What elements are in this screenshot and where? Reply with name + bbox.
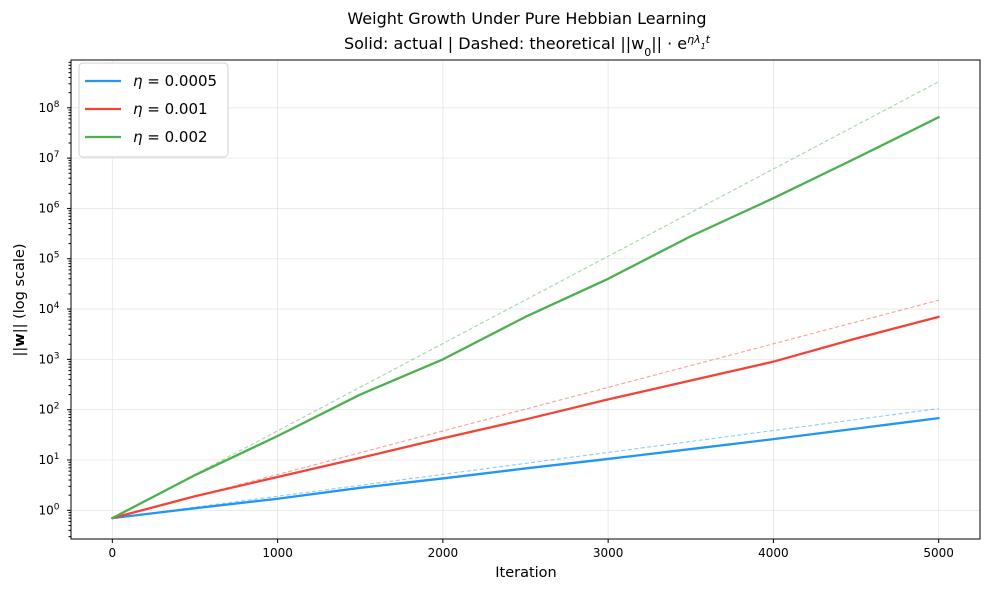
y-axis-label: ||w|| (log scale) [12, 244, 28, 357]
x-tick-label: 1000 [262, 546, 293, 560]
theoretical-line-series-1 [112, 408, 939, 519]
series-group [111, 81, 940, 520]
chart-subtitle: Solid: actual | Dashed: theoretical ||w0… [344, 33, 711, 59]
plot-area-frame [70, 59, 981, 540]
x-tick-label: 4000 [758, 546, 789, 560]
actual-line-series-1 [111, 416, 940, 520]
x-tick-label: 2000 [428, 546, 459, 560]
subtitle-mid: || · e [651, 34, 687, 53]
x-tick-label: 5000 [923, 546, 954, 560]
y-tick-label: 105 [38, 251, 59, 266]
actual-line-series-2 [111, 315, 940, 520]
x-axis-label: Iteration [495, 565, 557, 581]
legend-label-series-1: η = 0.0005 [133, 72, 217, 90]
legend: η = 0.0005 η = 0.001 η = 0.002 [78, 62, 229, 158]
subtitle-sup: ηλ [687, 33, 700, 46]
subtitle-sup-sub: 1 [701, 42, 706, 51]
subtitle-prefix: Solid: actual | Dashed: theoretical ||w [344, 34, 644, 53]
y-tick-label: 104 [38, 301, 59, 316]
y-tick-label: 108 [38, 100, 59, 115]
legend-box [78, 62, 229, 158]
subtitle-sub: 0 [644, 46, 651, 59]
y-tick-label: 102 [38, 402, 59, 417]
y-tick-label: 100 [38, 502, 59, 517]
y-axis-label-bold: w [12, 333, 28, 346]
subtitle-sup-end: t [706, 33, 711, 46]
y-axis-label-suffix: || (log scale) [12, 244, 28, 334]
y-tick-label: 107 [38, 150, 59, 165]
y-tick-label: 106 [38, 200, 59, 215]
grid [71, 60, 980, 539]
y-tick-label: 101 [38, 452, 59, 467]
theoretical-line-series-2 [112, 299, 939, 519]
x-tick-label: 3000 [593, 546, 624, 560]
actual-line-series-3 [111, 116, 940, 520]
chart-title: Weight Growth Under Pure Hebbian Learnin… [347, 9, 706, 28]
y-tick-label: 103 [38, 351, 59, 366]
x-tick-label: 0 [108, 546, 116, 560]
legend-label-series-3: η = 0.002 [133, 128, 208, 146]
ticks: 0 1000 2000 3000 4000 5000 100 101 102 103 104 105 1… [38, 61, 954, 560]
y-axis-label-prefix: || [12, 347, 28, 357]
theoretical-line-series-3 [112, 81, 939, 519]
legend-label-series-2: η = 0.001 [133, 100, 208, 118]
